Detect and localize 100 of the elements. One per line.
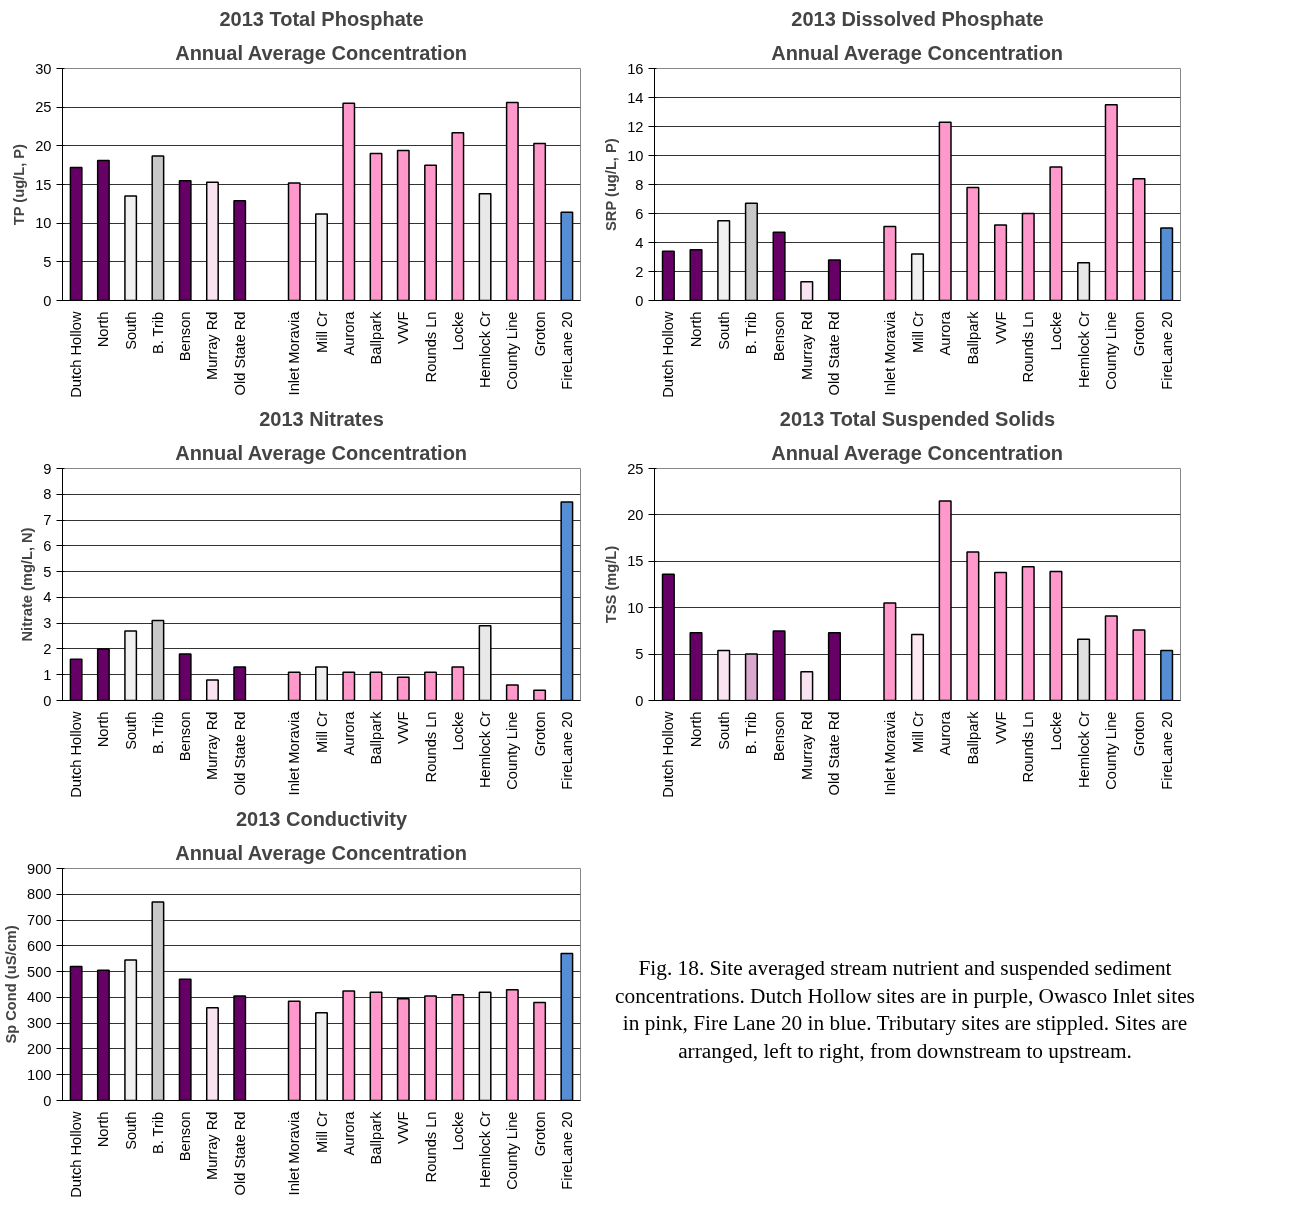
chart-subtitle: Annual Average Concentration	[771, 41, 1064, 64]
y-tick-label: 5	[635, 646, 644, 663]
x-tick-label: Inlet Moravia	[881, 310, 898, 396]
x-tick-label: Hemlock Cr	[1075, 711, 1092, 789]
x-tick-label: South	[122, 311, 139, 350]
x-tick-label: County Line	[504, 711, 521, 790]
x-tick-label: South	[715, 711, 732, 750]
x-tick-label: Murray Rd	[204, 711, 221, 780]
x-tick-label: Aurora	[340, 1110, 357, 1156]
x-tick-label: Dutch Hollow	[68, 311, 85, 398]
y-tick-label: 500	[27, 963, 52, 980]
x-tick-label: Rounds Ln	[422, 1111, 439, 1183]
x-tick-label: Mill Cr	[909, 711, 926, 754]
x-tick-label: B. Trib	[149, 311, 166, 355]
x-tick-label: FireLane 20	[1158, 311, 1175, 390]
x-tick-label: Dutch Hollow	[660, 711, 677, 798]
y-tick-label: 4	[635, 234, 644, 251]
x-tick-label: North	[95, 311, 112, 348]
chart-subtitle: Annual Average Concentration	[175, 41, 468, 64]
y-tick-label: 600	[27, 937, 52, 954]
x-tick-label: Old State Rd	[231, 311, 248, 396]
y-axis-title: Nitrate (mg/L, N)	[19, 527, 36, 642]
y-tick-label: 200	[27, 1040, 52, 1057]
y-tick-label: 0	[43, 1092, 52, 1109]
chart-title: 2013 Nitrates	[259, 407, 384, 430]
y-tick-label: 15	[35, 176, 52, 193]
x-tick-label: Rounds Ln	[422, 311, 439, 383]
y-tick-label: 700	[27, 912, 52, 929]
x-tick-label: South	[715, 311, 732, 350]
x-tick-label: Groton	[531, 1111, 548, 1157]
x-tick-label: FireLane 20	[1158, 711, 1175, 790]
x-tick-label: Benson	[771, 711, 788, 762]
x-tick-label: VWF	[395, 311, 412, 345]
y-tick-label: 12	[627, 118, 644, 135]
chart-subtitle: Annual Average Concentration	[175, 841, 468, 864]
x-tick-label: Murray Rd	[798, 311, 815, 380]
x-tick-label: Murray Rd	[204, 1111, 221, 1180]
x-tick-label: Locke	[449, 711, 466, 751]
x-tick-label: Mill Cr	[313, 711, 330, 754]
y-tick-label: 800	[27, 886, 52, 903]
y-tick-label: 100	[27, 1066, 52, 1083]
x-tick-label: North	[95, 711, 112, 748]
y-tick-label: 0	[43, 292, 52, 309]
x-tick-label: Inlet Moravia	[286, 1110, 303, 1196]
y-tick-label: 8	[43, 486, 52, 503]
x-tick-label: County Line	[1103, 311, 1120, 390]
y-tick-label: 9	[43, 460, 52, 477]
x-tick-label: Ballpark	[964, 310, 981, 365]
x-tick-label: Inlet Moravia	[286, 710, 303, 796]
x-tick-label: Benson	[177, 1111, 194, 1162]
x-tick-label: South	[122, 711, 139, 750]
x-tick-label: Dutch Hollow	[68, 711, 85, 798]
y-axis-title: TP (ug/L, P)	[11, 143, 28, 226]
x-tick-label: Hemlock Cr	[477, 711, 494, 789]
x-tick-label: Ballpark	[368, 310, 385, 365]
x-tick-label: FireLane 20	[558, 1111, 575, 1190]
x-tick-label: VWF	[395, 1111, 412, 1145]
y-axis-title: SRP (ug/L, P)	[603, 138, 620, 231]
x-tick-label: B. Trib	[149, 711, 166, 755]
x-tick-label: Benson	[771, 311, 788, 362]
x-tick-label: Ballpark	[368, 1110, 385, 1165]
x-tick-label: B. Trib	[743, 711, 760, 755]
y-tick-label: 3	[43, 615, 52, 632]
x-tick-label: Aurora	[340, 710, 357, 756]
y-tick-label: 4	[43, 589, 52, 606]
y-tick-label: 10	[627, 599, 644, 616]
x-tick-label: North	[688, 311, 705, 348]
x-tick-label: Hemlock Cr	[477, 1111, 494, 1189]
y-tick-label: 7	[43, 512, 52, 529]
x-tick-label: Rounds Ln	[1020, 311, 1037, 383]
x-tick-label: Locke	[1047, 311, 1064, 351]
x-tick-label: B. Trib	[149, 1111, 166, 1155]
x-tick-label: North	[688, 711, 705, 748]
x-tick-label: Aurora	[340, 310, 357, 356]
y-tick-label: 6	[635, 205, 644, 222]
y-tick-label: 2	[635, 263, 644, 280]
y-tick-label: 20	[627, 506, 644, 523]
y-tick-label: 25	[627, 460, 644, 477]
x-tick-label: Ballpark	[368, 710, 385, 765]
x-tick-label: Old State Rd	[231, 711, 248, 796]
y-tick-label: 0	[43, 692, 52, 709]
x-tick-label: Murray Rd	[204, 311, 221, 380]
y-tick-label: 900	[27, 860, 52, 877]
x-tick-label: Dutch Hollow	[68, 1111, 85, 1198]
x-tick-label: Murray Rd	[798, 711, 815, 780]
x-tick-label: VWF	[395, 711, 412, 745]
x-tick-label: Groton	[1130, 711, 1147, 757]
x-tick-label: South	[122, 1111, 139, 1150]
x-tick-label: Old State Rd	[826, 311, 843, 396]
x-tick-label: Benson	[177, 711, 194, 762]
x-tick-label: Locke	[449, 1111, 466, 1151]
x-tick-label: Mill Cr	[313, 1111, 330, 1154]
y-tick-label: 6	[43, 537, 52, 554]
y-axis-title: TSS (mg/L)	[603, 545, 620, 624]
x-tick-label: Locke	[1047, 711, 1064, 751]
y-tick-label: 5	[43, 563, 52, 580]
x-tick-label: Rounds Ln	[1020, 711, 1037, 783]
caption: Fig. 18. Site averaged stream nutrient and suspended sediment concentrations. Dutch Hollow sites are in purple, Owasco Inlet sites in pink, Fire Lane 20 in blue. Tributary sites are stippled. Sites are arranged, left to right, from downstream to upstream.	[614, 955, 1196, 1066]
x-tick-label: Inlet Moravia	[286, 310, 303, 396]
x-tick-label: North	[95, 1111, 112, 1148]
